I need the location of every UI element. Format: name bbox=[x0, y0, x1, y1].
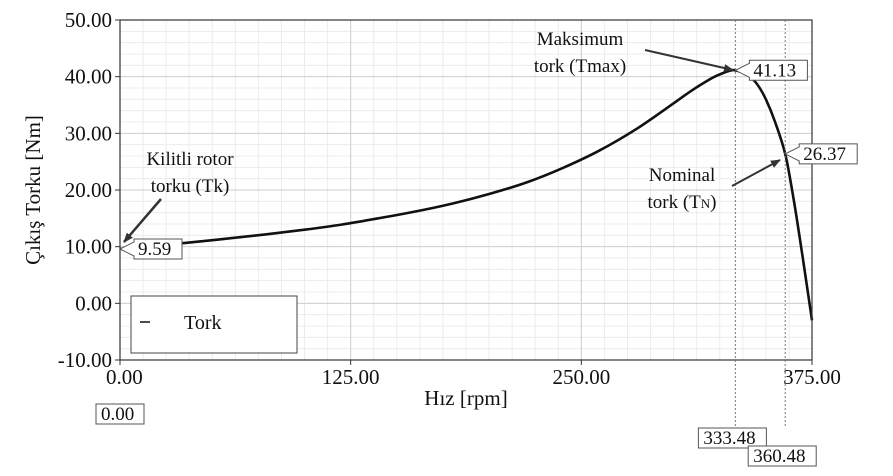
grid bbox=[119, 19, 813, 361]
annotation-tn-arrow bbox=[731, 159, 781, 187]
annotation-tk: Kilitli rotor torku (Tk) bbox=[123, 149, 234, 243]
point-marker-callout bbox=[784, 143, 858, 165]
annotation-tmax-line2: tork (Tmax) bbox=[534, 56, 626, 77]
series-line-tork bbox=[119, 68, 814, 321]
point-marker-label: 26.37 bbox=[803, 144, 846, 165]
x-tick-label: 250.00 bbox=[552, 365, 610, 389]
point-marker-callout bbox=[734, 59, 808, 81]
y-tick-label: 20.00 bbox=[65, 178, 112, 202]
y-axis-label: Çıkış Torku [Nm] bbox=[21, 115, 45, 265]
annotation-tn-subscript: N bbox=[701, 196, 711, 211]
annotation-tk-line1: Kilitli rotor bbox=[146, 149, 234, 170]
annotation-tn-line2: tork (TN) bbox=[647, 192, 716, 213]
series-layer bbox=[119, 68, 814, 321]
y-axis: 50.00 40.00 30.00 20.00 10.00 0.00 -10.00 bbox=[58, 8, 120, 372]
x-marker-label: 360.48 bbox=[753, 446, 805, 467]
legend-label-tork: Tork bbox=[184, 312, 221, 334]
x-marker-box bbox=[747, 445, 817, 467]
y-tick-label: 40.00 bbox=[65, 65, 112, 89]
y-tick-label: 30.00 bbox=[65, 121, 112, 145]
legend: Tork bbox=[130, 295, 298, 354]
annotation-tmax: Maksimum tork (Tmax) bbox=[534, 29, 734, 77]
annotation-tn-line1: Nominal bbox=[649, 165, 716, 186]
point-marker-label: 9.59 bbox=[138, 239, 171, 260]
y-tick-label: 50.00 bbox=[65, 8, 112, 32]
x-marker-label: 0.00 bbox=[101, 404, 134, 425]
annotation-tk-arrow bbox=[123, 198, 162, 243]
y-tick-label: -10.00 bbox=[58, 348, 112, 372]
y-tick-label: 0.00 bbox=[75, 291, 112, 315]
annotation-tk-line2: torku (Tk) bbox=[151, 176, 230, 197]
annotation-tmax-arrow bbox=[644, 49, 734, 72]
y-tick-label: 10.00 bbox=[65, 235, 112, 259]
x-tick-label: 125.00 bbox=[322, 365, 380, 389]
x-axis-label: Hız [rpm] bbox=[424, 386, 507, 410]
annotation-tmax-line1: Maksimum bbox=[537, 29, 624, 50]
x-tick-label: 375.00 bbox=[783, 365, 841, 389]
point-marker-label: 41.13 bbox=[753, 60, 796, 81]
point-marker-callout bbox=[118, 238, 183, 260]
annotation-tn-text: tork (T bbox=[647, 192, 701, 213]
x-tick-label: 0.00 bbox=[106, 365, 143, 389]
x-marker-label: 333.48 bbox=[703, 428, 755, 449]
legend-box bbox=[130, 295, 298, 354]
annotation-tn: Nominal tork (TN) bbox=[647, 159, 781, 213]
x-marker-box bbox=[697, 427, 767, 449]
x-axis: 0.00 125.00 250.00 375.00 bbox=[106, 360, 841, 389]
x-marker-box bbox=[95, 403, 145, 425]
annotation-tn-close: ) bbox=[710, 192, 716, 213]
